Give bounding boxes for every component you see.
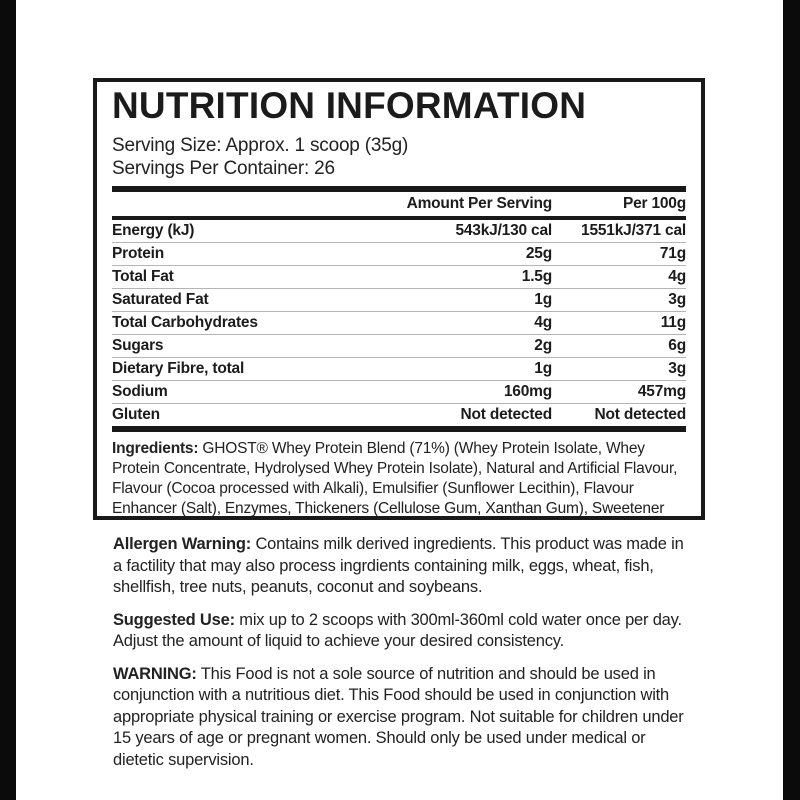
- row-per-100g: 11g: [552, 311, 686, 335]
- row-per-serving: 543kJ/130 cal: [394, 218, 552, 243]
- row-per-100g: 71g: [552, 242, 686, 266]
- table-row: Protein 25g 71g: [112, 242, 686, 266]
- row-per-serving: 1.5g: [394, 265, 552, 289]
- servings-per-container-line: Servings Per Container: 26: [112, 158, 335, 179]
- row-per-100g: Not detected: [552, 403, 686, 432]
- row-per-serving: 160mg: [394, 380, 552, 404]
- nutrition-panel: NUTRITION INFORMATION Serving Size: Appr…: [93, 78, 705, 520]
- allergen-warning-lead: Allergen Warning:: [113, 535, 252, 553]
- row-per-serving: Not detected: [394, 403, 552, 432]
- notes-section: Allergen Warning: Contains milk derived …: [113, 534, 695, 782]
- row-label: Dietary Fibre, total: [112, 357, 394, 381]
- table-row: Sugars 2g 6g: [112, 334, 686, 358]
- row-label: Total Fat: [112, 265, 394, 289]
- row-per-serving: 1g: [394, 288, 552, 312]
- row-per-100g: 3g: [552, 357, 686, 381]
- table-row: Energy (kJ) 543kJ/130 cal 1551kJ/371 cal: [112, 218, 686, 243]
- right-edge-bar: [783, 0, 800, 800]
- table-row: Sodium 160mg 457mg: [112, 380, 686, 404]
- table-row: Gluten Not detected Not detected: [112, 403, 686, 432]
- row-label: Total Carbohydrates: [112, 311, 394, 335]
- suggested-use-paragraph: Suggested Use: mix up to 2 scoops with 3…: [113, 610, 695, 653]
- row-label: Protein: [112, 242, 394, 266]
- row-label: Energy (kJ): [112, 218, 394, 243]
- col-header-per-100g: Per 100g: [552, 186, 686, 220]
- row-per-100g: 1551kJ/371 cal: [552, 218, 686, 243]
- nutrition-table-body: Energy (kJ) 543kJ/130 cal 1551kJ/371 cal Pr…: [112, 218, 686, 432]
- table-row: Total Carbohydrates 4g 11g: [112, 311, 686, 335]
- row-label: Sugars: [112, 334, 394, 358]
- allergen-warning-text: Contains milk derived ingredients. This …: [113, 535, 684, 596]
- suggested-use-text: mix up to 2 scoops with 300ml-360ml cold…: [113, 610, 682, 651]
- row-label: Saturated Fat: [112, 288, 394, 312]
- row-per-100g: 457mg: [552, 380, 686, 404]
- col-header-per-serving: Amount Per Serving: [394, 186, 552, 220]
- table-header-row: Amount Per Serving Per 100g: [112, 186, 686, 220]
- warning-text: This Food is not a sole source of nutrit…: [113, 664, 684, 769]
- row-label: Gluten: [112, 403, 394, 432]
- row-per-serving: 2g: [394, 334, 552, 358]
- ingredients-text: GHOST® Whey Protein Blend (71%) (Whey Pr…: [112, 440, 678, 517]
- row-per-100g: 3g: [552, 288, 686, 312]
- serving-size-line: Serving Size: Approx. 1 scoop (35g): [112, 135, 409, 156]
- row-per-serving: 4g: [394, 311, 552, 335]
- warning-paragraph: WARNING: This Food is not a sole source …: [113, 664, 695, 772]
- ingredients-paragraph: Ingredients: GHOST® Whey Protein Blend (…: [112, 439, 686, 517]
- row-per-100g: 6g: [552, 334, 686, 358]
- row-label: Sodium: [112, 380, 394, 404]
- warning-lead: WARNING:: [113, 664, 197, 683]
- table-row: Saturated Fat 1g 3g: [112, 288, 686, 312]
- allergen-warning-paragraph: Allergen Warning: Contains milk derived …: [113, 534, 695, 599]
- table-row: Total Fat 1.5g 4g: [112, 265, 686, 289]
- nutrition-table: Amount Per Serving Per 100g Energy (kJ) 5…: [112, 186, 686, 432]
- panel-title: NUTRITION INFORMATION: [112, 85, 587, 126]
- row-per-serving: 25g: [394, 242, 552, 266]
- ingredients-lead: Ingredients:: [112, 440, 199, 457]
- table-row: Dietary Fibre, total 1g 3g: [112, 357, 686, 381]
- col-header-nutrient: [112, 186, 394, 220]
- suggested-use-lead: Suggested Use:: [113, 610, 235, 629]
- row-per-serving: 1g: [394, 357, 552, 381]
- row-per-100g: 4g: [552, 265, 686, 289]
- left-edge-bar: [0, 0, 16, 800]
